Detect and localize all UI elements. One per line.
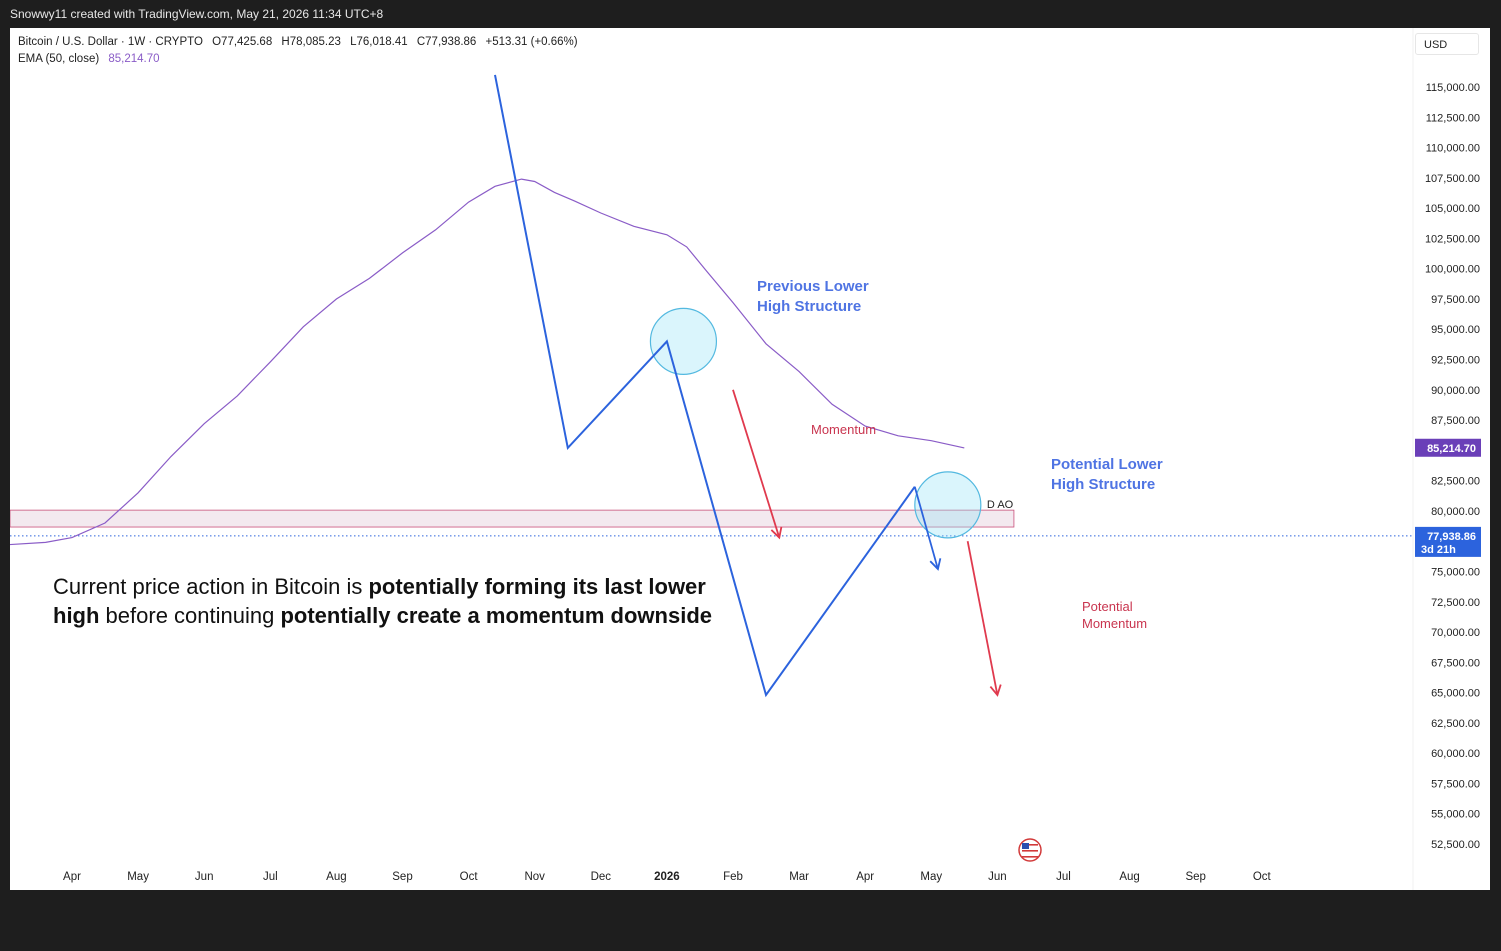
y-tick-label: 65,000.00 [1431, 688, 1480, 700]
highlight-circle-2[interactable] [914, 471, 982, 539]
y-tick-label: 112,500.00 [1426, 112, 1480, 124]
x-tick-label: Aug [1119, 871, 1139, 883]
x-tick-label: Apr [63, 871, 81, 883]
x-tick-label: Sep [392, 871, 412, 883]
y-tick-label: 62,500.00 [1431, 718, 1480, 730]
arrow-shaft-1[interactable] [732, 389, 781, 538]
y-tick-label: 60,000.00 [1431, 748, 1480, 760]
x-tick-label: 2026 [654, 871, 680, 883]
projection-path-line[interactable] [494, 74, 916, 698]
current-price-badge-text: 77,938.86 [1427, 531, 1476, 543]
x-tick-label: Sep [1185, 871, 1205, 883]
legend-ema-label: EMA (50, close) [18, 53, 100, 65]
arrow-head-1 [770, 526, 783, 540]
legend-change: +513.31 (+0.66%) [485, 36, 578, 48]
annotation-normal-2: before continuing [99, 603, 280, 628]
bottom-background [0, 890, 1501, 951]
previous-lower-high-label-line1: Previous Lower [757, 278, 869, 295]
arrow-shaft-2[interactable] [966, 541, 999, 696]
legend-open: O77,425.68 [212, 36, 273, 48]
annotation-text-line2: high before continuing potentially creat… [53, 603, 712, 628]
y-tick-label: 75,000.00 [1431, 566, 1480, 578]
ema-price-badge-text: 85,214.70 [1427, 443, 1476, 455]
y-tick-label: 82,500.00 [1431, 476, 1480, 488]
legend-close: C77,938.86 [416, 36, 477, 48]
bar-countdown-text: 3d 21h [1421, 544, 1456, 556]
x-tick-label: Apr [856, 871, 874, 883]
x-tick-label: May [127, 871, 149, 883]
arrow-shaft-3[interactable] [913, 486, 939, 570]
x-tick-label: Mar [789, 871, 809, 883]
x-tick-label: Oct [460, 871, 479, 883]
chart-canvas[interactable]: D AO Momentum Potential Momentum Previous Lo… [10, 28, 1490, 890]
x-tick-label: Jul [1056, 871, 1071, 883]
y-tick-label: 95,000.00 [1431, 324, 1480, 336]
ema-line[interactable] [10, 178, 965, 546]
x-tick-label: Dec [591, 871, 612, 883]
x-tick-label: Nov [524, 871, 545, 883]
y-tick-label: 107,500.00 [1425, 173, 1480, 185]
potential-momentum-label-line2: Momentum [1082, 616, 1147, 631]
x-tick-label: Aug [326, 871, 346, 883]
x-tick-label: Feb [723, 871, 743, 883]
y-tick-label: 55,000.00 [1431, 809, 1480, 821]
y-tick-label: 67,500.00 [1431, 657, 1480, 669]
arrow-head-2 [989, 684, 1002, 697]
y-tick-label: 80,000.00 [1431, 506, 1480, 518]
legend-symbol-row: Bitcoin / U.S. Dollar · 1W · CRYPTO O77,… [18, 34, 578, 51]
annotation-bold-3: potentially create a momentum downside [280, 603, 712, 628]
y-tick-label: 87,500.00 [1431, 415, 1480, 427]
attribution-text: Snowwy11 created with TradingView.com, M… [10, 7, 384, 21]
y-tick-label: 70,000.00 [1431, 627, 1480, 639]
x-tick-label: May [920, 871, 942, 883]
support-zone-label: D AO [987, 499, 1014, 511]
y-tick-label: 52,500.00 [1431, 839, 1480, 851]
momentum-label: Momentum [811, 422, 876, 437]
y-tick-label: 57,500.00 [1431, 778, 1480, 790]
legend-low: L76,018.41 [350, 36, 408, 48]
annotation-text-line1: Current price action in Bitcoin is poten… [53, 574, 706, 599]
current-price-badge [1415, 526, 1481, 557]
top-attribution-bar: Snowwy11 created with TradingView.com, M… [0, 0, 1501, 28]
arrow-head-3 [929, 558, 942, 571]
y-tick-label: 100,000.00 [1425, 264, 1480, 276]
highlight-circle-1[interactable] [649, 307, 718, 375]
chart-legend: Bitcoin / U.S. Dollar · 1W · CRYPTO O77,… [18, 34, 578, 68]
support-zone[interactable] [10, 509, 1015, 528]
x-tick-label: Oct [1253, 871, 1272, 883]
y-tick-label: 90,000.00 [1431, 385, 1480, 397]
ema-price-badge [1415, 438, 1481, 457]
legend-ema-value: 85,214.70 [108, 53, 160, 65]
y-tick-label: 72,500.00 [1431, 597, 1480, 609]
potential-lower-high-label-line1: Potential Lower [1051, 456, 1163, 473]
annotation-bold-2: high [53, 603, 99, 628]
x-tick-label: Jun [195, 871, 214, 883]
potential-momentum-label-line1: Potential [1082, 599, 1133, 614]
legend-symbol[interactable]: Bitcoin / U.S. Dollar · 1W · CRYPTO [18, 36, 203, 48]
x-tick-label: Jul [263, 871, 278, 883]
chart-frame[interactable]: D AO Momentum Potential Momentum Previous Lo… [10, 28, 1490, 890]
currency-button[interactable]: USD [1415, 33, 1479, 55]
annotation-normal-1: Current price action in Bitcoin is [53, 574, 368, 599]
y-tick-label: 105,000.00 [1425, 203, 1480, 215]
y-tick-label: 110,000.00 [1426, 143, 1480, 155]
y-tick-label: 92,500.00 [1431, 355, 1480, 367]
us-flag-event-icon[interactable] [1018, 838, 1042, 862]
previous-lower-high-label-line2: High Structure [757, 298, 861, 315]
legend-ema-row[interactable]: EMA (50, close) 85,214.70 [18, 51, 578, 68]
x-tick-label: Jun [988, 871, 1007, 883]
annotation-bold-1: potentially forming its last lower [368, 574, 706, 599]
legend-high: H78,085.23 [281, 36, 341, 48]
y-tick-label: 115,000.00 [1426, 82, 1480, 94]
y-tick-label: 102,500.00 [1425, 233, 1480, 245]
y-tick-label: 97,500.00 [1431, 294, 1480, 306]
potential-lower-high-label-line2: High Structure [1051, 476, 1155, 493]
